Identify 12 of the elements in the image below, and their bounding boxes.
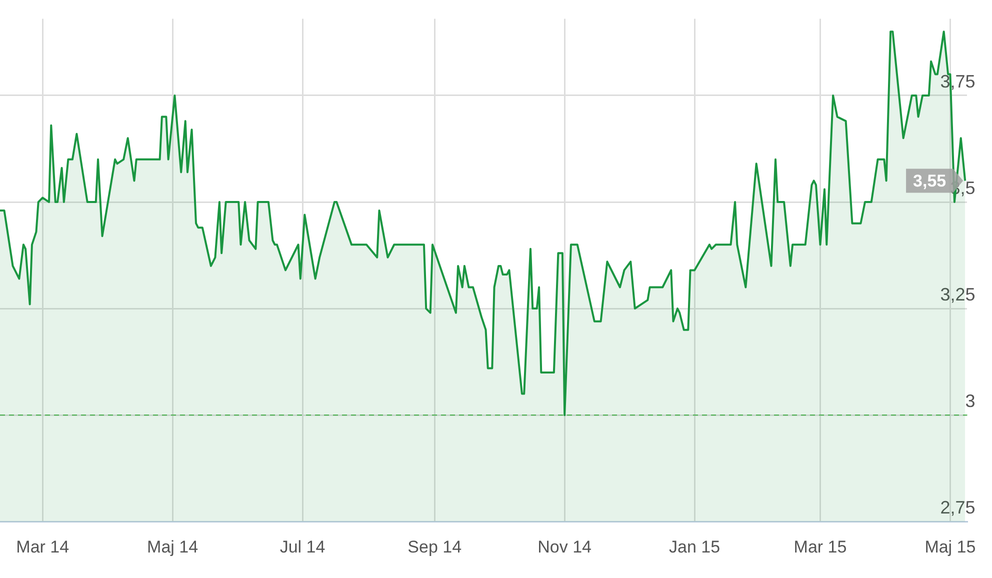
x-tick-label: Maj 14 xyxy=(147,537,198,556)
x-tick-label: Maj 15 xyxy=(924,537,976,556)
x-tick-label: Nov 14 xyxy=(538,537,592,556)
x-tick-label: Jul 14 xyxy=(280,537,326,556)
x-tick-label: Sep 14 xyxy=(408,537,462,556)
y-tick-label: 3,25 xyxy=(940,284,976,305)
x-tick-label: Jan 15 xyxy=(669,537,720,556)
x-tick-label: Mar 15 xyxy=(794,537,847,556)
y-tick-label: 2,75 xyxy=(940,498,976,518)
y-tick-label: 3 xyxy=(965,391,976,412)
annotation: 3,55 xyxy=(913,171,946,190)
x-tick-label: Mar 14 xyxy=(16,537,70,556)
